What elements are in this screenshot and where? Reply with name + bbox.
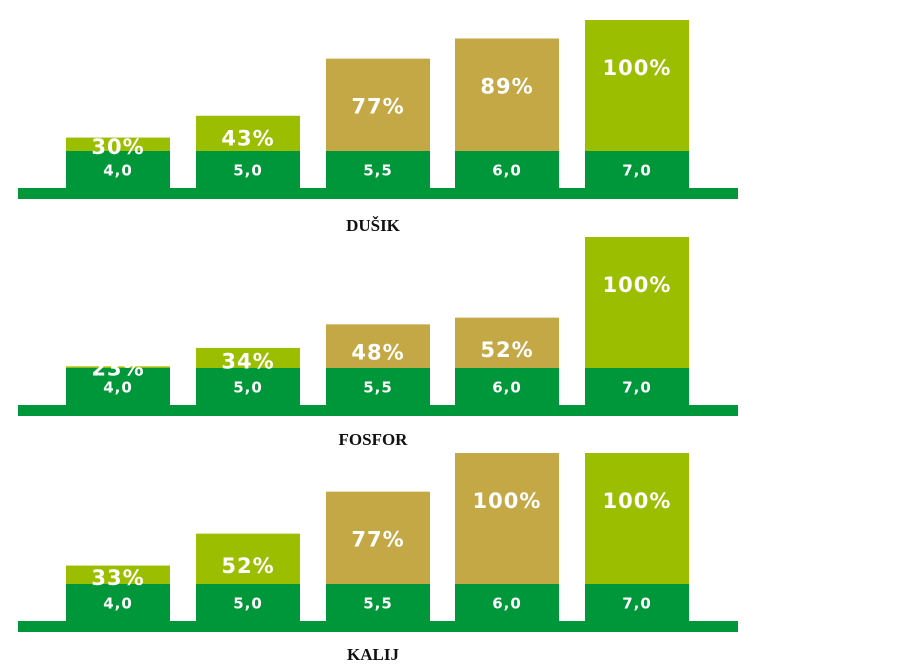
category-label-4: 6,0 <box>492 379 522 397</box>
value-label-3: 77% <box>351 528 404 552</box>
category-band-4 <box>455 151 559 188</box>
value-label-3: 77% <box>351 95 404 119</box>
value-label-5: 100% <box>603 489 672 513</box>
category-band-2 <box>196 584 300 621</box>
category-label-5: 7,0 <box>622 595 652 613</box>
category-band-5 <box>585 584 689 621</box>
category-label-5: 7,0 <box>622 162 652 180</box>
category-label-1: 4,0 <box>103 595 133 613</box>
category-label-4: 6,0 <box>492 595 522 613</box>
chart-panel-1: 30% 4,0 43% 5,0 77% 5,5 89% 6,0 100% 7,0 DUŠIK <box>18 20 738 235</box>
bar-5 <box>585 453 689 584</box>
category-band-3 <box>326 584 430 621</box>
bar-1 <box>66 565 170 584</box>
bar-3 <box>326 324 430 368</box>
bar-4 <box>455 38 559 152</box>
category-band-3 <box>326 368 430 405</box>
category-band-4 <box>455 584 559 621</box>
category-band-1 <box>66 368 170 405</box>
chart-panel-3: 33% 4,0 52% 5,0 77% 5,5 100% 6,0 100% 7,0 KALIJ <box>18 453 738 664</box>
value-label-2: 52% <box>221 554 274 578</box>
category-band-5 <box>585 151 689 188</box>
category-label-3: 5,5 <box>363 595 393 613</box>
category-band-1 <box>66 151 170 188</box>
value-label-3: 48% <box>351 340 404 364</box>
value-label-4: 52% <box>480 338 533 362</box>
category-label-1: 4,0 <box>103 379 133 397</box>
category-label-3: 5,5 <box>363 162 393 180</box>
bar-4 <box>455 317 559 368</box>
category-label-3: 5,5 <box>363 379 393 397</box>
category-label-1: 4,0 <box>103 162 133 180</box>
ground-strip <box>18 621 738 632</box>
bar-3 <box>326 491 430 584</box>
bar-2 <box>196 533 300 584</box>
chart-panel-2: 23%4,0 34% 5,0 48% 5,5 52% 6,0 100% 7,0 FOSFOR <box>18 237 738 449</box>
bar-2 <box>196 115 300 151</box>
value-label-5: 100% <box>603 273 672 297</box>
ground-strip <box>18 405 738 416</box>
bar-1 <box>66 366 170 368</box>
category-label-2: 5,0 <box>233 595 263 613</box>
panel-title: DUŠIK <box>346 216 401 235</box>
value-label-4: 89% <box>480 74 533 98</box>
value-label-4: 100% <box>473 489 542 513</box>
panel-title: KALIJ <box>347 645 399 664</box>
ground-strip <box>18 188 738 199</box>
category-band-4 <box>455 368 559 405</box>
value-label-2: 34% <box>221 349 274 373</box>
bar-1 <box>66 137 170 151</box>
category-band-3 <box>326 151 430 188</box>
bar-2 <box>196 347 300 368</box>
bar-5 <box>585 237 689 368</box>
category-label-2: 5,0 <box>233 162 263 180</box>
category-band-5 <box>585 368 689 405</box>
category-band-2 <box>196 151 300 188</box>
category-label-5: 7,0 <box>622 379 652 397</box>
value-label-5: 100% <box>603 56 672 80</box>
value-label-2: 43% <box>221 127 274 151</box>
category-band-1 <box>66 584 170 621</box>
value-label-1: 23% <box>91 356 144 380</box>
value-label-1: 33% <box>91 566 144 590</box>
bar-4 <box>455 453 559 584</box>
panel-title: FOSFOR <box>339 430 409 449</box>
category-label-2: 5,0 <box>233 379 263 397</box>
value-label-1: 30% <box>91 135 144 159</box>
bar-5 <box>585 20 689 151</box>
category-label-4: 6,0 <box>492 162 522 180</box>
bar-3 <box>326 58 430 151</box>
category-band-2 <box>196 368 300 405</box>
